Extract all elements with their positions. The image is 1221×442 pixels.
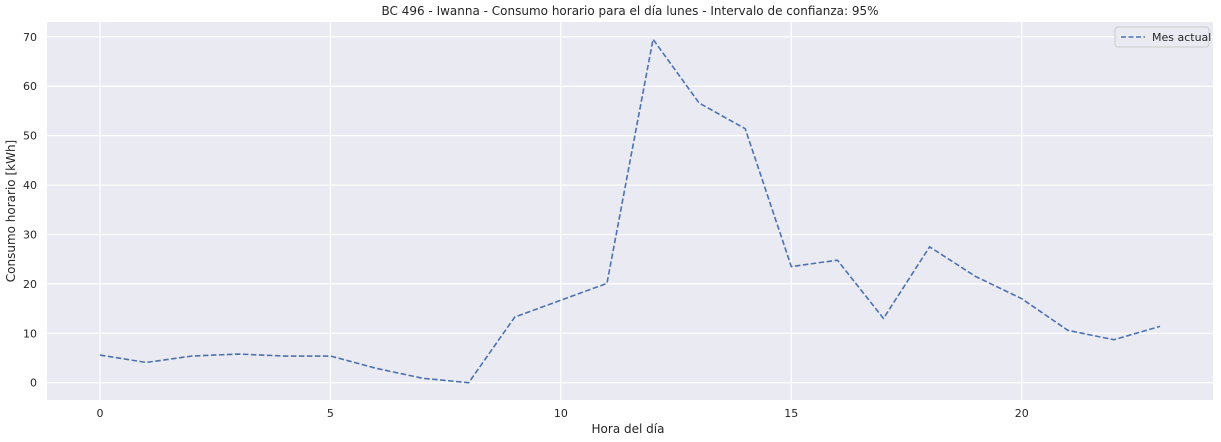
x-axis-label: Hora del día: [592, 422, 665, 436]
x-tick-label: 15: [784, 407, 798, 420]
y-tick-label: 10: [23, 327, 37, 340]
legend-label: Mes actual: [1152, 31, 1211, 44]
x-tick-label: 10: [554, 407, 568, 420]
y-axis-label: Consumo horario [kWh]: [4, 140, 18, 282]
y-tick-label: 0: [30, 377, 37, 390]
x-tick-labels: 0 5 10 15 20: [97, 407, 1029, 420]
legend: Mes actual: [1114, 26, 1211, 48]
y-tick-label: 50: [23, 130, 37, 143]
plot-background: [47, 22, 1213, 400]
y-tick-label: 30: [23, 228, 37, 241]
y-tick-label: 40: [23, 179, 37, 192]
grid-lines: [47, 22, 1213, 400]
series-line-mes-actual: [99, 38, 1161, 384]
x-tick-label: 5: [327, 407, 334, 420]
series-layer: [99, 38, 1161, 384]
y-tick-labels: 0 10 20 30 40 50 60 70: [23, 31, 37, 390]
legend-box: [1114, 26, 1210, 48]
y-tick-label: 70: [23, 31, 37, 44]
y-tick-label: 20: [23, 278, 37, 291]
chart-title: BC 496 - Iwanna - Consumo horario para e…: [381, 4, 878, 18]
y-tick-label: 60: [23, 80, 37, 93]
x-tick-label: 20: [1015, 407, 1029, 420]
x-tick-label: 0: [97, 407, 104, 420]
